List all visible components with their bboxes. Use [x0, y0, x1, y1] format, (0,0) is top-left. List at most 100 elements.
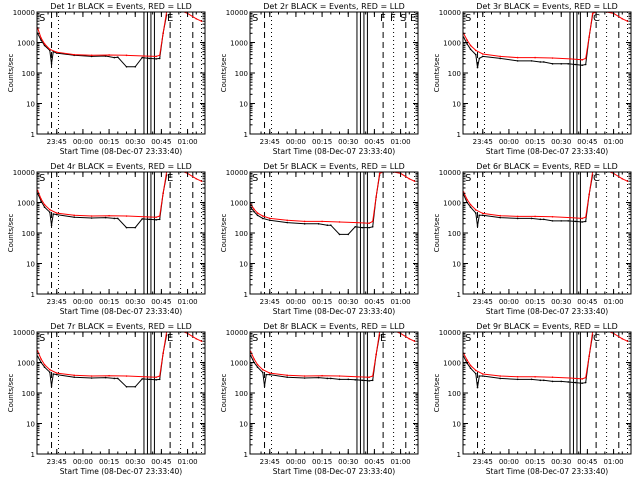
- chart-title: Det 8r BLACK = Events, RED = LLD: [263, 322, 405, 331]
- events-data-point: [476, 66, 479, 69]
- events-data-point: [141, 56, 144, 59]
- lld-data-point: [158, 375, 161, 377]
- event-marker-label: S: [465, 333, 471, 344]
- lld-data-point: [584, 57, 587, 60]
- events-data-point: [368, 226, 370, 229]
- y-axis-label: Counts/sec: [220, 54, 228, 93]
- events-data-point: [286, 221, 289, 224]
- lld-data-point: [408, 337, 411, 340]
- lld-data-point: [621, 337, 624, 340]
- y-tick-label: 1: [457, 131, 461, 139]
- events-data-point: [303, 377, 306, 379]
- y-tick-label: 100: [448, 70, 461, 78]
- event-marker-label: S: [252, 13, 258, 24]
- lld-data-point: [551, 215, 554, 218]
- lld-data-point: [356, 221, 358, 224]
- y-axis-label: Counts/sec: [7, 374, 15, 413]
- lld-series-line: [250, 332, 415, 378]
- lld-data-point: [584, 376, 587, 379]
- event-marker-label: S: [465, 13, 471, 24]
- events-data-point: [158, 57, 161, 60]
- plot-frame: [249, 331, 419, 455]
- lld-data-point: [162, 352, 164, 355]
- x-tick-label: 00:45: [151, 298, 171, 306]
- events-data-point: [543, 218, 545, 221]
- x-tick-label: 00:15: [312, 298, 332, 306]
- x-axis-label: Start Time (08-Dec-07 23:33:40): [486, 307, 608, 316]
- plot-area: [250, 332, 416, 454]
- y-tick-label: 1000: [17, 360, 35, 368]
- events-data-point: [551, 220, 554, 222]
- events-data-point: [481, 214, 484, 217]
- events-data-point: [543, 379, 545, 382]
- x-tick-label: 00:45: [577, 138, 597, 146]
- events-data-point: [263, 385, 266, 387]
- lld-data-point: [162, 192, 164, 195]
- lld-data-point: [55, 372, 58, 374]
- lld-data-point: [551, 376, 554, 378]
- event-marker-label: E: [167, 173, 173, 184]
- events-data-point: [48, 211, 51, 214]
- lld-data-point: [43, 203, 46, 206]
- y-tick-label: 1000: [17, 200, 35, 208]
- y-tick-label: 1000: [230, 360, 248, 368]
- lld-data-point: [108, 54, 110, 56]
- lld-data-point: [256, 212, 259, 214]
- lld-data-point: [481, 373, 484, 375]
- lld-data-point: [40, 358, 42, 360]
- events-data-point: [50, 224, 53, 227]
- lld-series-line: [37, 12, 202, 57]
- events-series-line: [463, 174, 594, 227]
- events-data-point: [584, 63, 587, 66]
- events-data-point: [551, 63, 554, 65]
- lld-data-point: [73, 53, 76, 56]
- chart-title: Det 1r BLACK = Events, RED = LLD: [50, 2, 192, 11]
- lld-data-point: [516, 56, 519, 59]
- x-tick-label: 00:00: [286, 458, 306, 466]
- y-tick-label: 1: [31, 291, 35, 299]
- x-tick-label: 00:15: [99, 458, 119, 466]
- x-tick-label: 00:30: [551, 138, 571, 146]
- y-tick-label: 1: [244, 451, 248, 459]
- x-axis-label: Start Time (08-Dec-07 23:33:40): [60, 307, 182, 316]
- event-marker-label: S: [39, 333, 45, 344]
- lld-data-point: [469, 44, 472, 47]
- y-tick-label: 10000: [13, 169, 35, 177]
- event-marker-label: F: [380, 13, 386, 24]
- lld-data-point: [155, 216, 157, 218]
- plot-frame: [36, 11, 206, 135]
- event-marker-label: S: [39, 173, 45, 184]
- lld-data-point: [581, 378, 583, 380]
- lld-data-point: [534, 56, 536, 59]
- events-data-point: [253, 210, 255, 213]
- lld-data-point: [200, 340, 203, 342]
- chart-panel: Det 8r BLACK = Events, RED = LLD S E 1 10 100…: [220, 322, 419, 476]
- lld-data-point: [375, 196, 377, 198]
- y-tick-label: 10: [26, 421, 35, 429]
- lld-data-point: [466, 359, 468, 361]
- plot-area: [463, 332, 629, 454]
- events-data-point: [48, 371, 51, 374]
- events-data-point: [117, 377, 119, 380]
- lld-data-point: [378, 172, 381, 175]
- events-data-point: [481, 375, 484, 377]
- events-data-point: [481, 55, 484, 58]
- events-data-point: [474, 372, 477, 375]
- x-tick-label: 23:45: [260, 458, 280, 466]
- x-tick-label: 00:45: [577, 458, 597, 466]
- y-tick-label: 10000: [439, 329, 461, 337]
- event-marker-label: E: [167, 13, 173, 24]
- x-axis-label: Start Time (08-Dec-07 23:33:40): [60, 467, 182, 476]
- event-marker-label: F: [390, 13, 396, 24]
- x-tick-label: 00:00: [286, 138, 306, 146]
- events-data-point: [48, 49, 51, 52]
- lld-data-point: [516, 375, 519, 378]
- y-tick-label: 100: [22, 230, 35, 238]
- events-data-point: [466, 43, 468, 45]
- y-tick-label: 10000: [439, 9, 461, 17]
- lld-data-point: [588, 36, 590, 38]
- events-data-point: [125, 226, 128, 229]
- lld-data-point: [474, 209, 477, 211]
- events-data-point: [539, 379, 542, 382]
